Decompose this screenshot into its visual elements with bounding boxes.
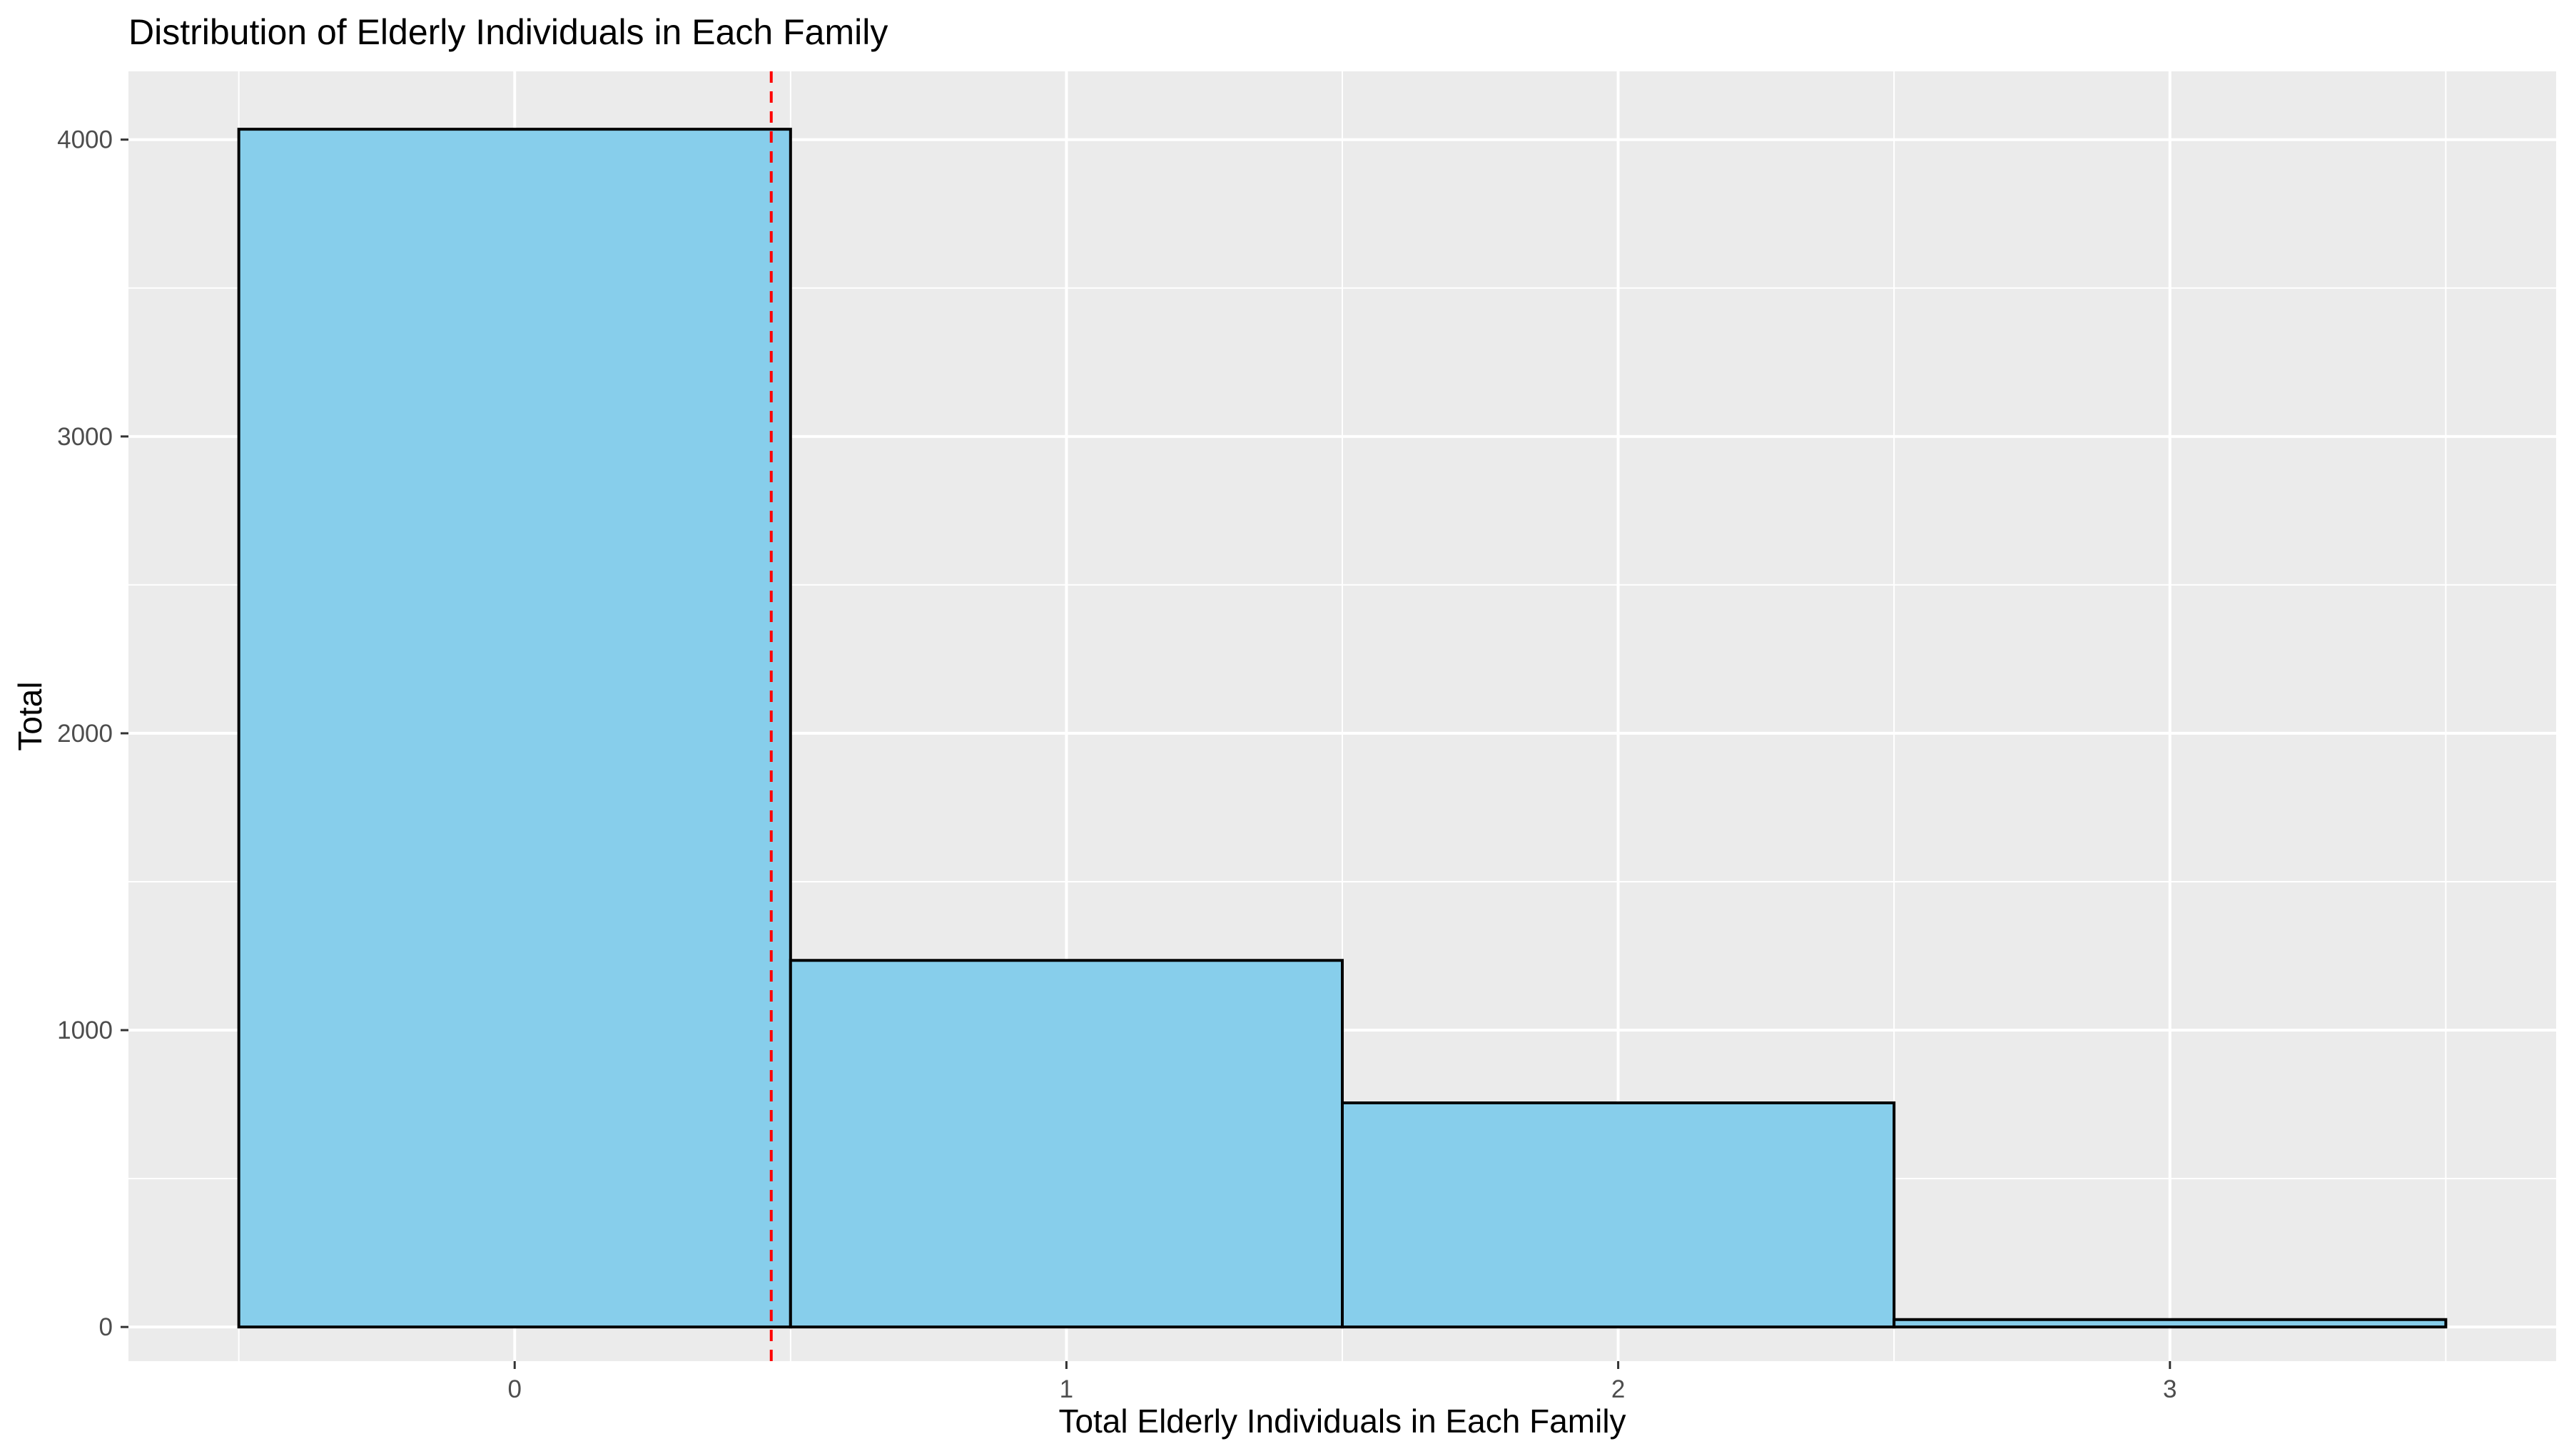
x-axis-title: Total Elderly Individuals in Each Family	[1058, 1402, 1626, 1440]
y-tick-label: 0	[99, 1313, 113, 1341]
x-tick-label: 0	[507, 1375, 521, 1403]
y-tick-label: 3000	[57, 423, 113, 451]
x-tick-label: 3	[2163, 1375, 2177, 1403]
y-tick-label: 4000	[57, 126, 113, 154]
histogram-bar-1	[789, 959, 1344, 1329]
histogram-bars	[237, 128, 2448, 1329]
histogram-bar-2	[1341, 1101, 1896, 1329]
y-axis-title: Total	[11, 681, 49, 750]
x-axis-ticks: 0 1 2 3	[507, 1361, 2177, 1403]
x-tick-label: 2	[1611, 1375, 1625, 1403]
chart-title: Distribution of Elderly Individuals in E…	[128, 12, 888, 52]
histogram-bar-3	[1892, 1318, 2448, 1329]
y-axis-ticks: 0 1000 2000 3000 4000	[57, 126, 128, 1341]
x-tick-label: 1	[1060, 1375, 1073, 1403]
histogram-bar-0	[237, 128, 792, 1329]
y-tick-label: 1000	[57, 1017, 113, 1044]
y-tick-label: 2000	[57, 720, 113, 748]
